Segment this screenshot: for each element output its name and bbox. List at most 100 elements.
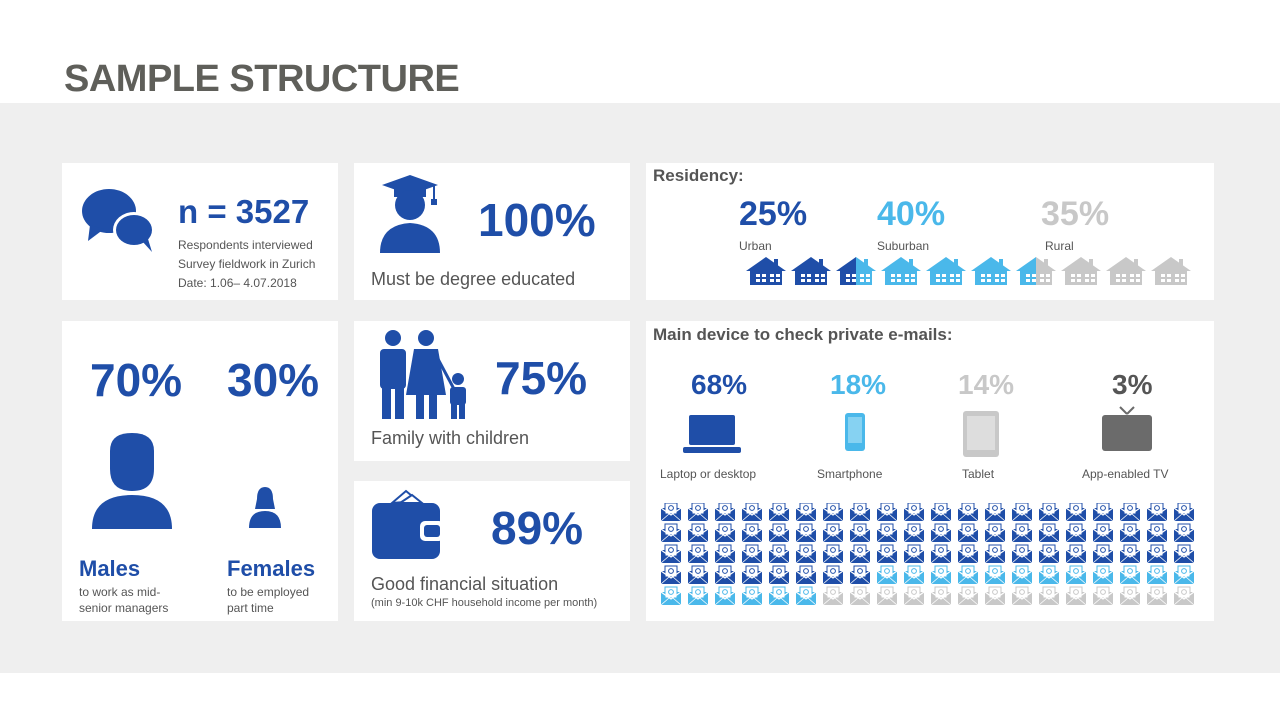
email-icon <box>1119 586 1141 606</box>
email-icon <box>741 544 763 564</box>
sample-line-1: Respondents interviewed <box>178 238 313 252</box>
email-icon <box>714 565 736 585</box>
speech-bubbles-icon <box>80 185 158 255</box>
email-icon <box>687 586 709 606</box>
house-icon <box>1016 257 1056 285</box>
residency-suburban-label: Suburban <box>877 239 930 253</box>
email-icon <box>1119 544 1141 564</box>
sample-card: n = 3527 Respondents interviewed Survey … <box>62 163 338 300</box>
email-icon <box>957 523 979 543</box>
email-icon <box>822 503 844 522</box>
email-icon <box>849 586 871 606</box>
email-icon <box>687 523 709 543</box>
email-icon <box>1065 523 1087 543</box>
email-icon <box>661 523 682 543</box>
sample-line-3: Date: 1.06– 4.07.2018 <box>178 276 297 290</box>
email-icon <box>1092 503 1114 522</box>
email-icon <box>795 565 817 585</box>
smartphone-label: Smartphone <box>817 467 883 481</box>
tv-label: App-enabled TV <box>1082 467 1169 481</box>
sample-line-2: Survey fieldwork in Zurich <box>178 257 316 271</box>
tv-percent: 3% <box>1112 369 1153 400</box>
email-icon <box>661 544 682 564</box>
email-icon <box>1146 565 1168 585</box>
email-icon <box>661 565 682 585</box>
email-icon <box>714 586 736 606</box>
email-icon <box>849 523 871 543</box>
email-icon <box>768 565 790 585</box>
male-icon <box>90 431 174 531</box>
email-icon <box>957 503 979 522</box>
residency-rural-label: Rural <box>1045 239 1074 253</box>
email-icon <box>1173 586 1195 606</box>
sample-size: n = 3527 <box>178 193 310 230</box>
education-label: Must be degree educated <box>371 269 576 289</box>
email-icon <box>768 523 790 543</box>
email-icon <box>1173 503 1195 522</box>
email-icon <box>1038 565 1060 585</box>
email-icon <box>741 503 763 522</box>
email-icon <box>876 523 898 543</box>
residency-urban-percent: 25% <box>739 195 808 233</box>
email-icon <box>957 586 979 606</box>
email-icon <box>1173 523 1195 543</box>
email-icon <box>876 586 898 606</box>
email-icon <box>957 544 979 564</box>
email-icon <box>984 586 1006 606</box>
email-icon <box>930 544 952 564</box>
email-icon <box>984 565 1006 585</box>
finance-sub: (min 9-10k CHF household income per mont… <box>371 597 598 609</box>
email-icon <box>768 544 790 564</box>
email-icon <box>1065 503 1087 522</box>
email-icon <box>1146 586 1168 606</box>
email-icon <box>741 523 763 543</box>
tablet-icon <box>963 411 999 457</box>
email-icon <box>1011 565 1033 585</box>
laptop-percent: 68% <box>691 369 748 400</box>
female-desc-1: to be employed <box>227 585 310 599</box>
male-desc-1: to work as mid- <box>79 585 161 599</box>
email-icon <box>930 503 952 522</box>
email-icon <box>714 503 736 522</box>
house-row <box>746 255 1196 287</box>
email-icon <box>822 565 844 585</box>
house-icon <box>971 257 1011 285</box>
email-icon <box>822 544 844 564</box>
email-icon <box>1146 523 1168 543</box>
house-icon <box>1061 257 1101 285</box>
tablet-percent: 14% <box>958 369 1015 400</box>
email-icon <box>903 503 925 522</box>
email-icon <box>930 523 952 543</box>
finance-percent: 89% <box>491 502 584 554</box>
email-icon <box>741 565 763 585</box>
email-icon <box>957 565 979 585</box>
email-icon <box>1011 503 1033 522</box>
family-percent: 75% <box>495 352 588 404</box>
email-icon <box>1092 523 1114 543</box>
email-icon <box>1011 586 1033 606</box>
female-title: Females <box>227 556 316 581</box>
email-icon <box>822 586 844 606</box>
male-percent: 70% <box>90 354 183 406</box>
email-icon <box>1119 503 1141 522</box>
email-icon <box>1011 544 1033 564</box>
email-icon <box>1038 523 1060 543</box>
email-icon <box>741 586 763 606</box>
female-percent: 30% <box>227 354 320 406</box>
email-icon <box>984 523 1006 543</box>
residency-rural-percent: 35% <box>1041 195 1110 233</box>
email-icon <box>876 544 898 564</box>
family-card: 75% Family with children <box>354 321 630 461</box>
email-icon <box>849 565 871 585</box>
residency-card: Residency: 25% Urban 40% Suburban 35% Ru… <box>646 163 1214 300</box>
email-icon <box>1038 503 1060 522</box>
laptop-icon <box>683 413 741 457</box>
email-icon <box>661 503 682 522</box>
email-icon <box>687 503 709 522</box>
tablet-label: Tablet <box>962 467 995 481</box>
devices-title: Main device to check private e-mails: <box>653 325 953 344</box>
page-title: SAMPLE STRUCTURE <box>64 58 460 100</box>
family-label: Family with children <box>371 428 530 448</box>
email-icon <box>687 544 709 564</box>
email-icon <box>1011 523 1033 543</box>
